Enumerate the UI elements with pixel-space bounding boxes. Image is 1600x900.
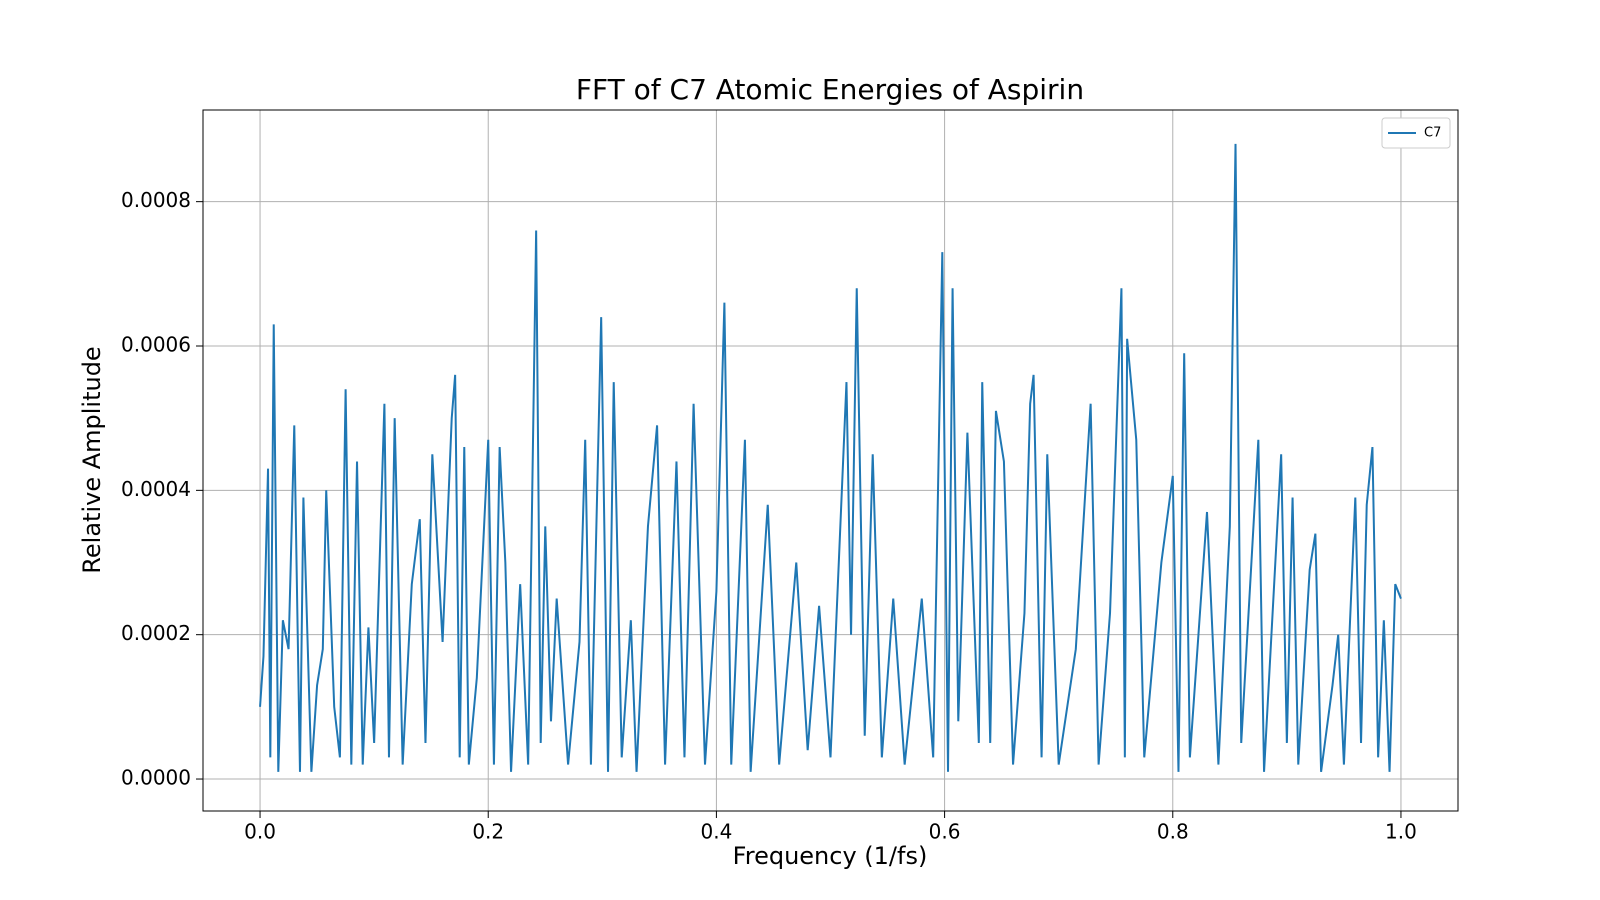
y-tick-label: 0.0008 <box>121 188 191 212</box>
y-tick-label: 0.0004 <box>121 477 191 501</box>
chart-title: FFT of C7 Atomic Energies of Aspirin <box>576 73 1084 106</box>
line <box>259 143 1402 772</box>
x-tick-label: 1.0 <box>1385 820 1417 844</box>
x-tick-label: 0.4 <box>701 820 733 844</box>
y-tick-label: 0.0000 <box>121 766 191 790</box>
plot-frame <box>202 109 1459 812</box>
y-tick-label: 0.0006 <box>121 333 191 357</box>
x-tick-label: 0.8 <box>1157 820 1189 844</box>
x-tick-label: 0.0 <box>244 820 276 844</box>
x-tick-label: 0.2 <box>472 820 504 844</box>
legend-label: C7 <box>1424 126 1441 141</box>
y-axis-label: Relative Amplitude <box>78 346 106 573</box>
x-tick-label: 0.6 <box>929 820 961 844</box>
x-axis-label: Frequency (1/fs) <box>733 842 928 870</box>
y-tick-label: 0.0002 <box>121 621 191 645</box>
